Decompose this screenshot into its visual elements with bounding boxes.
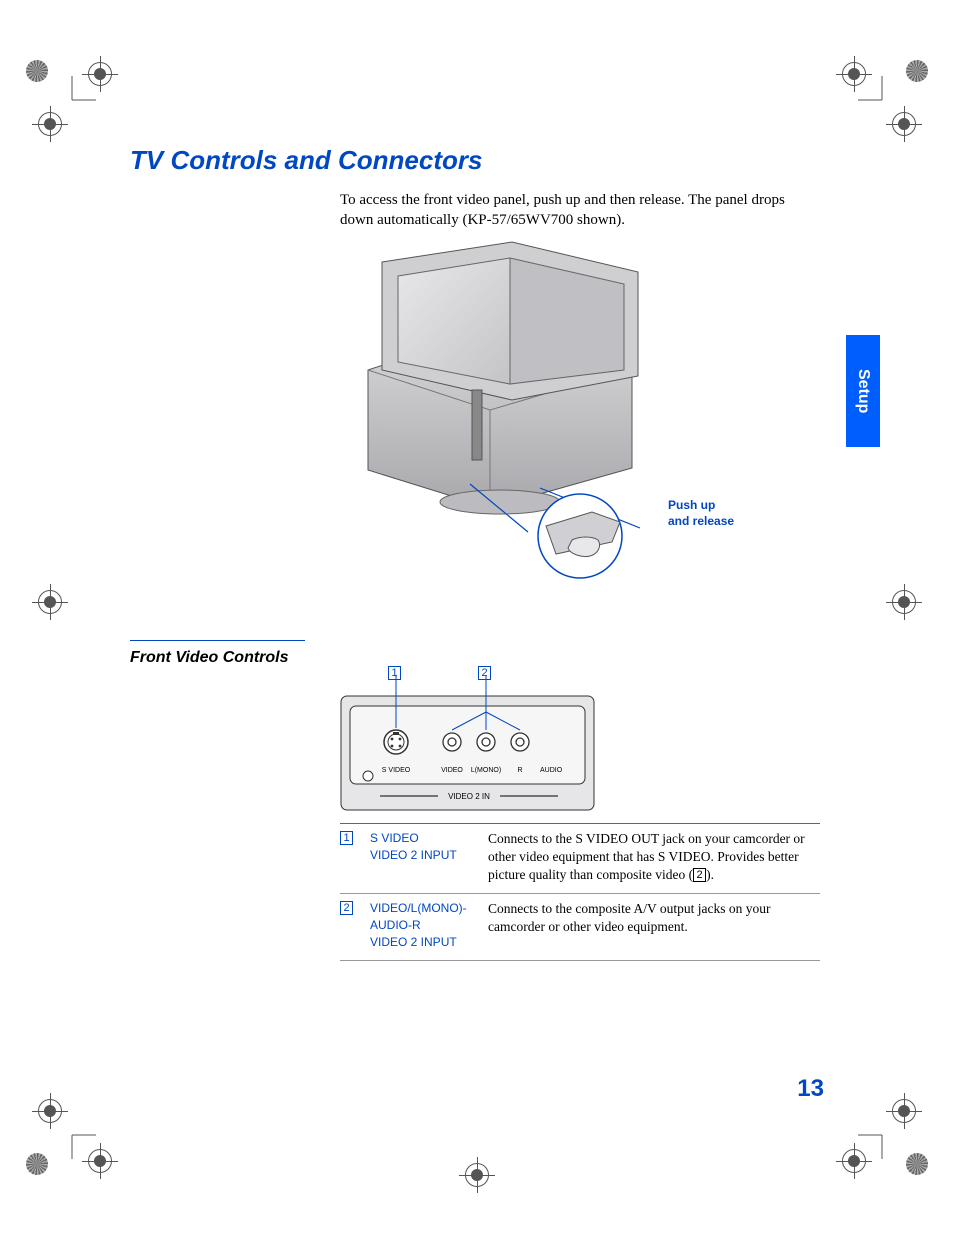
row-label: S VIDEO VIDEO 2 INPUT <box>370 830 480 885</box>
desc-text: ). <box>706 867 714 882</box>
section-tab-setup: Setup <box>846 335 880 447</box>
svg-text:VIDEO: VIDEO <box>441 767 463 774</box>
registration-mark <box>842 62 866 86</box>
callout-2: 2 <box>478 666 491 680</box>
label-line: VIDEO 2 INPUT <box>370 934 480 951</box>
crop-rosette <box>906 60 928 82</box>
registration-mark <box>88 1149 112 1173</box>
row-number: 1 <box>340 830 362 885</box>
registration-mark <box>38 112 62 136</box>
registration-mark <box>38 1099 62 1123</box>
svg-text:VIDEO 2 IN: VIDEO 2 IN <box>448 792 490 801</box>
intro-text: To access the front video panel, push up… <box>340 190 820 231</box>
label-line: VIDEO 2 INPUT <box>370 847 480 864</box>
row-description: Connects to the composite A/V output jac… <box>488 900 820 952</box>
row-description: Connects to the S VIDEO OUT jack on your… <box>488 830 820 885</box>
callout-2-box: 2 <box>478 666 491 680</box>
row-number: 2 <box>340 900 362 952</box>
label-line: VIDEO/L(MONO)- <box>370 900 480 917</box>
callout-1: 1 <box>388 666 401 680</box>
svg-text:S VIDEO: S VIDEO <box>382 767 411 774</box>
table-row: 1 S VIDEO VIDEO 2 INPUT Connects to the … <box>340 824 820 894</box>
crop-rosette <box>26 60 48 82</box>
registration-mark <box>465 1163 489 1187</box>
crop-rosette <box>26 1153 48 1175</box>
registration-mark <box>38 590 62 614</box>
row-label: VIDEO/L(MONO)- AUDIO-R VIDEO 2 INPUT <box>370 900 480 952</box>
connector-table: 1 S VIDEO VIDEO 2 INPUT Connects to the … <box>340 823 820 961</box>
crop-rosette <box>906 1153 928 1175</box>
section-divider <box>130 640 305 641</box>
registration-mark <box>88 62 112 86</box>
svg-text:R: R <box>517 767 522 774</box>
label-line: AUDIO-R <box>370 917 480 934</box>
page-title: TV Controls and Connectors <box>130 145 830 176</box>
registration-mark <box>892 590 916 614</box>
push-up-line1: Push up <box>668 498 734 514</box>
tv-illustration <box>340 240 660 580</box>
section-heading: Front Video Controls <box>130 648 310 668</box>
push-up-label: Push up and release <box>668 498 734 529</box>
desc-text: Connects to the S VIDEO OUT jack on your… <box>488 831 805 882</box>
svg-text:L(MONO): L(MONO) <box>471 767 501 774</box>
front-panel-diagram: S VIDEO VIDEO L(MONO) R AUDIO VIDEO 2 IN <box>340 668 595 813</box>
table-row: 2 VIDEO/L(MONO)- AUDIO-R VIDEO 2 INPUT C… <box>340 894 820 961</box>
callout-1-box: 1 <box>388 666 401 680</box>
inline-ref-box: 2 <box>693 868 706 882</box>
registration-mark <box>892 112 916 136</box>
page-number: 13 <box>797 1075 824 1103</box>
desc-text: Connects to the composite A/V output jac… <box>488 901 770 934</box>
registration-mark <box>892 1099 916 1123</box>
push-up-line2: and release <box>668 514 734 530</box>
label-line: S VIDEO <box>370 830 480 847</box>
boxed-number-1: 1 <box>340 831 353 845</box>
svg-text:AUDIO: AUDIO <box>540 767 563 774</box>
boxed-number-2: 2 <box>340 901 353 915</box>
registration-mark <box>842 1149 866 1173</box>
